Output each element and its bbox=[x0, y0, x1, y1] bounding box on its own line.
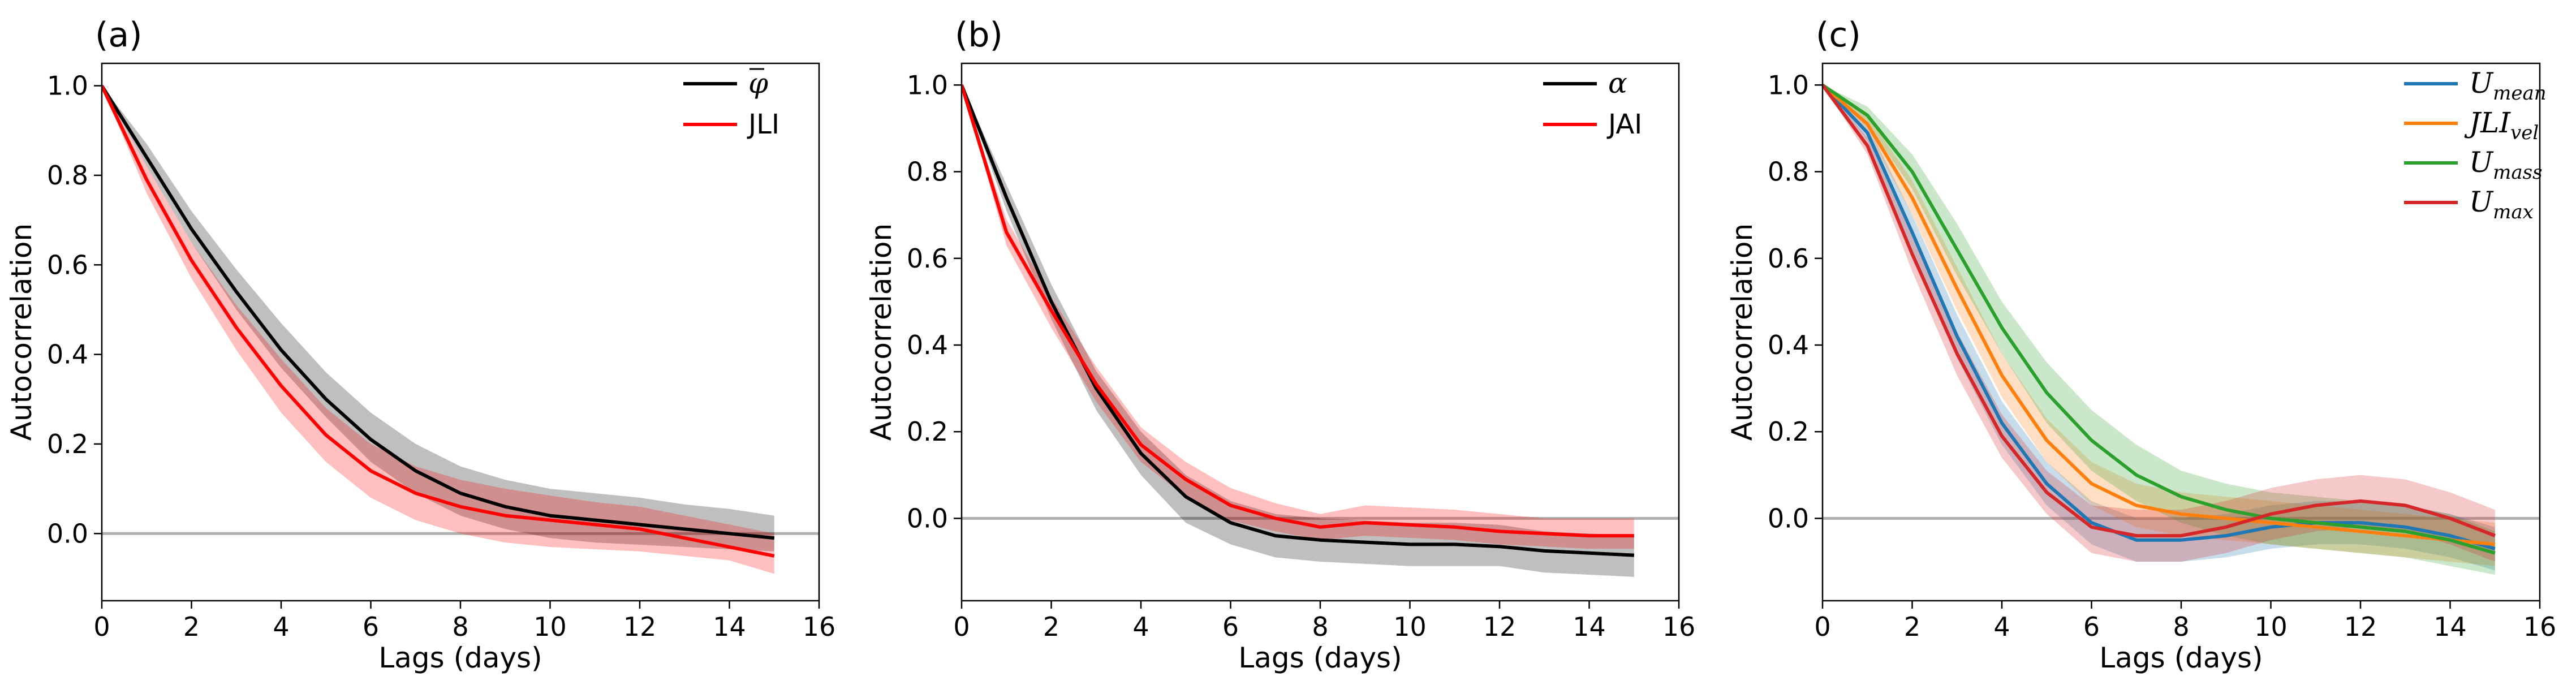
legend-subscript: vel bbox=[2510, 122, 2539, 144]
series-line-1 bbox=[1823, 84, 2496, 546]
confidence-band-0 bbox=[1823, 85, 2495, 571]
confidence-band-2 bbox=[1823, 85, 2495, 575]
legend-main: JLI bbox=[2464, 106, 2511, 139]
legend-subscript: max bbox=[2493, 201, 2534, 223]
y-tick-label: 0.8 bbox=[907, 157, 948, 187]
legend-subscript: mass bbox=[2493, 161, 2542, 184]
x-tick-label: 10 bbox=[2254, 611, 2288, 642]
y-tick-label: 1.0 bbox=[47, 71, 88, 101]
x-tick-label: 14 bbox=[1573, 611, 1606, 642]
confidence-band-1 bbox=[962, 85, 1634, 549]
panel-1: (b) 0 2 4 6 8 10 12 14 16 0.0 0.2 0.4 0.6 0.8 1.0 Lags (… bbox=[865, 15, 1695, 674]
legend-label-0: α bbox=[1608, 67, 1627, 100]
x-tick-label: 8 bbox=[452, 611, 468, 642]
x-tick-label: 16 bbox=[803, 611, 836, 642]
x-tick-label: 6 bbox=[1222, 611, 1239, 642]
x-tick-label: 4 bbox=[273, 611, 289, 642]
series-line-1 bbox=[102, 85, 775, 558]
x-tick-label: 14 bbox=[2433, 611, 2467, 642]
legend-main: U bbox=[2469, 186, 2494, 218]
x-tick-label: 6 bbox=[2083, 611, 2100, 642]
legend-subscript: mean bbox=[2493, 82, 2547, 105]
y-tick-label: 0.4 bbox=[1768, 330, 1809, 360]
x-tick-label: 2 bbox=[1904, 611, 1920, 642]
series-line-0 bbox=[1823, 84, 2496, 550]
plot-area bbox=[102, 85, 819, 574]
x-axis-label: Lags (days) bbox=[378, 641, 542, 674]
y-tick-label: 0.2 bbox=[47, 429, 88, 459]
x-tick-label: 6 bbox=[363, 611, 379, 642]
y-tick-label: 0.0 bbox=[907, 503, 948, 533]
confidence-band-3 bbox=[1823, 85, 2495, 562]
legend-label-2: Umass bbox=[2469, 146, 2543, 184]
x-tick-label: 4 bbox=[1132, 611, 1149, 642]
series-line-0 bbox=[102, 85, 775, 540]
y-tick-label: 0.0 bbox=[1768, 503, 1809, 533]
legend-main: JAI bbox=[1606, 109, 1642, 140]
plot-area bbox=[1823, 83, 2540, 575]
series-line-3 bbox=[1823, 84, 2496, 538]
panel-0: (a) 0 2 4 6 8 10 12 14 16 0.0 0.2 0.4 0.6 0.8 1.0 Lags (… bbox=[5, 15, 835, 674]
legend-label-0: Umean bbox=[2469, 67, 2547, 105]
y-axis-label: Autocorrelation bbox=[5, 223, 38, 441]
panel-label: (a) bbox=[95, 15, 143, 55]
panel-label: (c) bbox=[1816, 15, 1861, 55]
legend-label-1: JLIvel bbox=[2464, 106, 2539, 144]
plot-area bbox=[962, 84, 1679, 577]
x-tick-label: 10 bbox=[1393, 611, 1427, 642]
x-tick-label: 0 bbox=[93, 611, 110, 642]
y-tick-label: 0.4 bbox=[47, 339, 88, 370]
x-tick-label: 0 bbox=[1814, 611, 1830, 642]
panel-2: (c) 0 2 4 6 8 10 12 14 16 0.0 0.2 0.4 0.6 0.8 1.0 Lags (… bbox=[1726, 15, 2556, 674]
x-tick-label: 0 bbox=[953, 611, 970, 642]
x-tick-label: 2 bbox=[1043, 611, 1059, 642]
y-axis-label: Autocorrelation bbox=[865, 223, 898, 441]
series-line-2 bbox=[1823, 83, 2496, 555]
x-tick-label: 2 bbox=[183, 611, 200, 642]
y-tick-label: 0.4 bbox=[907, 330, 948, 360]
y-tick-label: 0.6 bbox=[1768, 243, 1809, 274]
y-tick-label: 0.2 bbox=[907, 416, 948, 447]
x-tick-label: 16 bbox=[1662, 611, 1696, 642]
y-tick-label: 0.6 bbox=[47, 249, 88, 280]
confidence-band-1 bbox=[1823, 85, 2495, 566]
x-tick-label: 4 bbox=[1993, 611, 2010, 642]
x-tick-label: 10 bbox=[533, 611, 567, 642]
legend-label-0: φ bbox=[748, 67, 768, 100]
legend-main: φ bbox=[748, 67, 768, 100]
legend-label-1: JLI bbox=[747, 109, 779, 140]
x-tick-label: 12 bbox=[623, 611, 657, 642]
y-tick-label: 1.0 bbox=[907, 70, 948, 100]
y-axis-label: Autocorrelation bbox=[1726, 223, 1759, 441]
legend-main: U bbox=[2469, 146, 2494, 179]
x-tick-label: 8 bbox=[1312, 611, 1328, 642]
y-tick-label: 0.6 bbox=[907, 243, 948, 274]
y-tick-label: 0.8 bbox=[47, 160, 88, 191]
legend-label-3: Umax bbox=[2469, 186, 2534, 223]
x-axis-label: Lags (days) bbox=[2099, 641, 2263, 674]
legend-main: JLI bbox=[747, 109, 779, 140]
x-tick-label: 8 bbox=[2173, 611, 2189, 642]
x-axis-label: Lags (days) bbox=[1238, 641, 1402, 674]
legend-main: α bbox=[1608, 67, 1627, 100]
y-tick-label: 0.2 bbox=[1768, 416, 1809, 447]
confidence-band-0 bbox=[102, 85, 774, 552]
series-line-1 bbox=[962, 84, 1634, 538]
y-tick-label: 0.8 bbox=[1768, 157, 1809, 187]
x-tick-label: 12 bbox=[1483, 611, 1517, 642]
legend-label-1: JAI bbox=[1606, 109, 1642, 140]
series-line-0 bbox=[962, 84, 1634, 557]
x-tick-label: 16 bbox=[2523, 611, 2557, 642]
legend-main: U bbox=[2469, 67, 2494, 100]
y-tick-label: 1.0 bbox=[1768, 70, 1809, 100]
confidence-band-0 bbox=[962, 85, 1634, 577]
x-tick-label: 14 bbox=[713, 611, 746, 642]
x-tick-label: 12 bbox=[2344, 611, 2377, 642]
panel-label: (b) bbox=[955, 15, 1003, 55]
y-tick-label: 0.0 bbox=[47, 518, 88, 549]
